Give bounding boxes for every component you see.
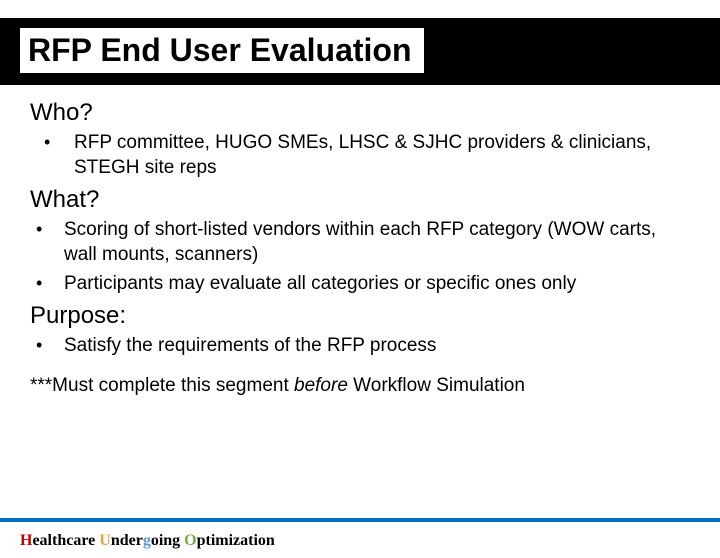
list-item: Satisfy the requirements of the RFP proc… bbox=[30, 334, 690, 359]
list-item: Scoring of short-listed vendors within e… bbox=[30, 218, 690, 267]
footer-letter-u: U bbox=[99, 532, 111, 549]
list-purpose: Satisfy the requirements of the RFP proc… bbox=[30, 334, 690, 359]
heading-who: Who? bbox=[30, 99, 690, 127]
footer-letter-o: O bbox=[184, 532, 196, 549]
note-suffix: Workflow Simulation bbox=[348, 375, 525, 396]
slide-title: RFP End User Evaluation bbox=[20, 28, 424, 73]
footer-letter-g: g bbox=[143, 532, 151, 549]
list-item: Participants may evaluate all categories… bbox=[30, 272, 690, 297]
heading-purpose: Purpose: bbox=[30, 302, 690, 330]
note-prefix: ***Must complete this segment bbox=[30, 375, 294, 396]
footer-text: oing bbox=[151, 532, 184, 549]
note-text: ***Must complete this segment before Wor… bbox=[30, 375, 690, 397]
footer-tagline: Healthcare Undergoing Optimization bbox=[20, 532, 275, 550]
note-emphasis: before bbox=[294, 375, 348, 396]
footer-text: nder bbox=[111, 532, 143, 549]
slide-content: Who? RFP committee, HUGO SMEs, LHSC & SJ… bbox=[0, 85, 720, 397]
list-what: Scoring of short-listed vendors within e… bbox=[30, 218, 690, 296]
list-item: RFP committee, HUGO SMEs, LHSC & SJHC pr… bbox=[30, 131, 690, 180]
heading-what: What? bbox=[30, 186, 690, 214]
footer-text: ptimization bbox=[197, 532, 275, 549]
footer-divider bbox=[0, 518, 720, 522]
list-who: RFP committee, HUGO SMEs, LHSC & SJHC pr… bbox=[30, 131, 690, 180]
title-bar: RFP End User Evaluation bbox=[0, 18, 720, 85]
footer-letter-h: H bbox=[20, 532, 32, 549]
footer-text: ealthcare bbox=[32, 532, 99, 549]
